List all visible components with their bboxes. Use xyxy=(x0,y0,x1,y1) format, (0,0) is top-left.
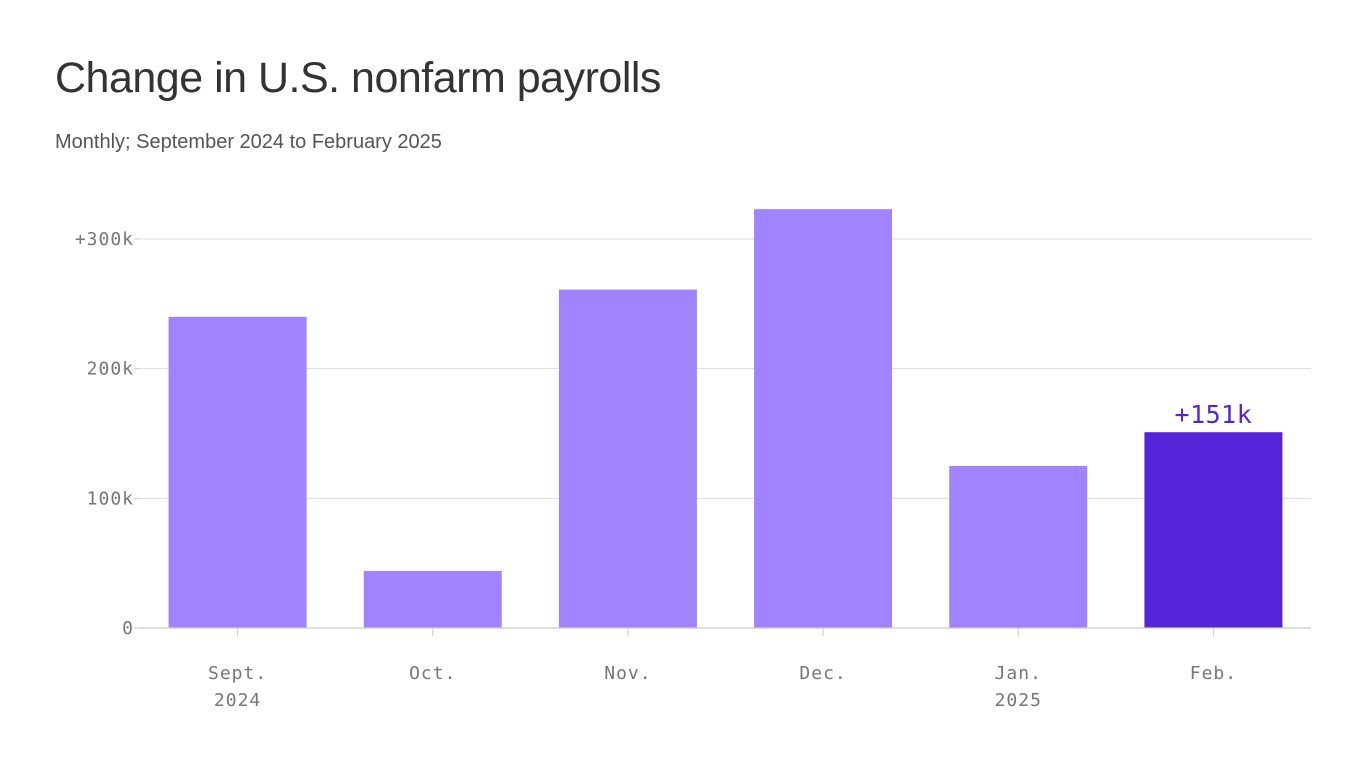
bar-nov xyxy=(558,289,697,628)
bar-feb xyxy=(1144,432,1283,628)
y-tick-label: 100k xyxy=(87,488,134,509)
x-tick-label: Sept. xyxy=(208,663,267,684)
x-tick-label: Oct. xyxy=(409,663,456,684)
x-tick-label: Dec. xyxy=(799,663,846,684)
y-tick-label: +300k xyxy=(75,229,134,250)
x-tick-label: Nov. xyxy=(604,663,651,684)
labels: 0 100k 200k +300k Sept. 2024 Oct. Nov. Dec. Jan. 2… xyxy=(75,229,1252,711)
gridlines xyxy=(140,238,1311,499)
bar-sept xyxy=(168,316,307,628)
x-tick-label: Feb. xyxy=(1190,663,1237,684)
bars xyxy=(168,209,1283,628)
bar-jan xyxy=(949,465,1088,628)
x-tick-year-label: 2025 xyxy=(995,690,1042,711)
bar-value-callout: +151k xyxy=(1175,400,1253,429)
x-tick-label: Jan. xyxy=(995,663,1042,684)
bar-oct xyxy=(363,570,502,628)
y-tick-label: 200k xyxy=(87,359,134,380)
y-tick-label: 0 xyxy=(122,618,134,639)
x-tick-year-label: 2024 xyxy=(214,690,261,711)
chart-subtitle: Monthly; September 2024 to February 2025 xyxy=(55,131,442,153)
bar-dec xyxy=(754,209,893,628)
chart-title: Change in U.S. nonfarm payrolls xyxy=(55,54,661,102)
axes xyxy=(134,238,1311,636)
